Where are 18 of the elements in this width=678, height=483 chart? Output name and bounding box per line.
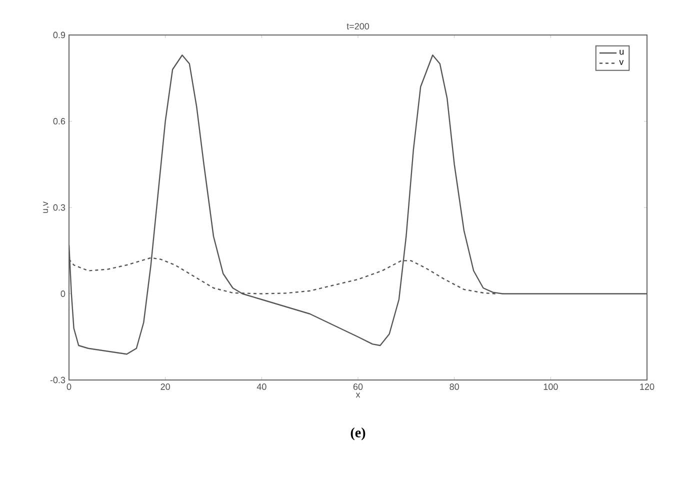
chart-title: t=200 — [346, 23, 370, 30]
y-tick-label: 0.9 — [53, 32, 66, 38]
x-axis-title: x — [356, 392, 360, 398]
legend-label: u — [620, 50, 624, 55]
text: (e) — [350, 428, 366, 440]
y-axis-title: u,v — [43, 202, 50, 213]
y-tick-label: -0.3 — [50, 376, 66, 384]
x-tick-label: 0 — [66, 384, 72, 390]
legend-label: v — [619, 60, 624, 65]
x-tick-label: 20 — [160, 384, 170, 390]
x-tick-label: 120 — [640, 384, 654, 390]
y-tick-label: 0 — [60, 290, 66, 297]
x-tick-label: 100 — [544, 384, 558, 390]
y-tick-label: 0.3 — [53, 204, 66, 211]
x-tick-label: 80 — [450, 384, 459, 390]
x-tick-label: 60 — [353, 384, 363, 390]
x-tick-label: 40 — [256, 384, 266, 390]
y-tick-label: 0.6 — [53, 118, 66, 124]
